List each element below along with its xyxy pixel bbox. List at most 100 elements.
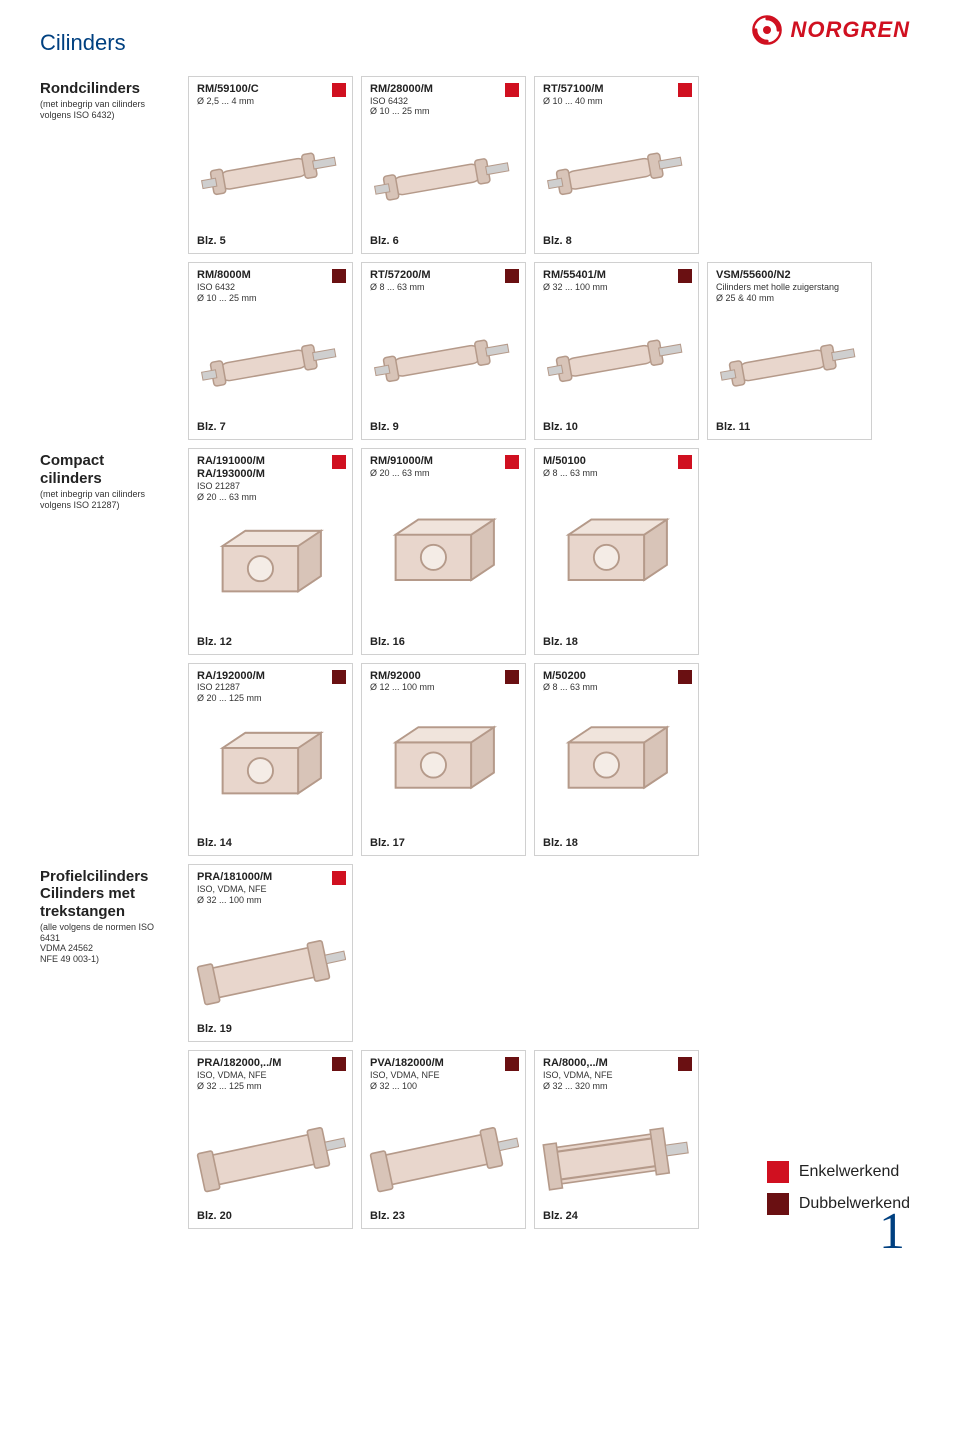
card-spec: ISO, VDMA, NFE: [543, 1070, 690, 1081]
section-label: Profielcilinders Cilinders met trekstang…: [40, 864, 180, 1042]
legend-single-swatch: [767, 1161, 789, 1183]
card-spec: Ø 10 ... 25 mm: [370, 106, 517, 117]
card-row: RA/192000/MISO 21287Ø 20 ... 125 mm Blz. …: [40, 663, 910, 856]
card-row: RM/8000MISO 6432Ø 10 ... 25 mmBlz. 7RT/5…: [40, 262, 910, 440]
card-spec: Ø 20 ... 63 mm: [370, 468, 517, 479]
card-page-ref: Blz. 6: [362, 231, 525, 253]
product-image: [189, 1096, 352, 1206]
card-spec: Ø 8 ... 63 mm: [543, 682, 690, 693]
card-spec: Ø 32 ... 100 mm: [543, 282, 690, 293]
product-card[interactable]: RM/55401/MØ 32 ... 100 mmBlz. 10: [534, 262, 699, 440]
card-header: RM/28000/MISO 6432Ø 10 ... 25 mm: [362, 77, 525, 121]
section-title: Compact cilinders: [40, 452, 170, 487]
card-title: PRA/181000/M: [197, 871, 344, 884]
product-card[interactable]: VSM/55600/N2Cilinders met holle zuigerst…: [707, 262, 872, 440]
product-card[interactable]: M/50100Ø 8 ... 63 mm Blz. 18: [534, 448, 699, 654]
product-card[interactable]: RA/8000,../MISO, VDMA, NFEØ 32 ... 320 m…: [534, 1050, 699, 1228]
card-title: RT/57200/M: [370, 269, 517, 282]
page-number: 1: [879, 1202, 905, 1261]
product-card[interactable]: PRA/181000/MISO, VDMA, NFEØ 32 ... 100 m…: [188, 864, 353, 1042]
product-image: [362, 1096, 525, 1206]
brand-logo: NORGREN: [751, 14, 910, 46]
product-image: [535, 110, 698, 231]
indicator-swatch: [678, 1057, 692, 1071]
product-image: [362, 483, 525, 632]
product-image: [535, 483, 698, 632]
card-title: M/50100: [543, 455, 690, 468]
indicator-swatch: [332, 269, 346, 283]
card-header: RA/192000/MISO 21287Ø 20 ... 125 mm: [189, 664, 352, 708]
indicator-swatch: [332, 1057, 346, 1071]
product-image: [362, 697, 525, 833]
card-spec: ISO 21287: [197, 682, 344, 693]
section-label: [40, 262, 180, 440]
legend-single-label: Enkelwerkend: [799, 1163, 900, 1181]
card-spec: ISO 6432: [370, 96, 517, 107]
card-spec: ISO 21287: [197, 481, 344, 492]
product-card[interactable]: RM/28000/MISO 6432Ø 10 ... 25 mm Blz. 6: [361, 76, 526, 254]
indicator-swatch: [332, 83, 346, 97]
product-card[interactable]: RM/8000MISO 6432Ø 10 ... 25 mmBlz. 7: [188, 262, 353, 440]
indicator-swatch: [505, 1057, 519, 1071]
card-title: RA/192000/M: [197, 670, 344, 683]
card-spec: Ø 32 ... 125 mm: [197, 1081, 344, 1092]
card-spec: Ø 8 ... 63 mm: [543, 468, 690, 479]
product-image: [189, 307, 352, 417]
legend-single: Enkelwerkend: [767, 1161, 910, 1183]
section-subtitle: (alle volgens de normen ISO 6431 VDMA 24…: [40, 922, 170, 965]
indicator-swatch: [678, 455, 692, 469]
brand-name: NORGREN: [791, 17, 910, 43]
card-header: RA/191000/M RA/193000/MISO 21287Ø 20 ...…: [189, 449, 352, 506]
indicator-swatch: [505, 83, 519, 97]
card-spec: Ø 10 ... 25 mm: [197, 293, 344, 304]
product-image: [189, 110, 352, 231]
indicator-swatch: [332, 871, 346, 885]
card-page-ref: Blz. 8: [535, 231, 698, 253]
card-spec: ISO, VDMA, NFE: [197, 884, 344, 895]
card-title: RA/191000/M RA/193000/M: [197, 455, 344, 480]
product-card[interactable]: RM/92000Ø 12 ... 100 mmBlz. 17: [361, 663, 526, 856]
card-page-ref: Blz. 23: [362, 1206, 525, 1228]
product-card[interactable]: RM/59100/CØ 2,5 ... 4 mm Blz. 5: [188, 76, 353, 254]
product-card[interactable]: RA/192000/MISO 21287Ø 20 ... 125 mm Blz. …: [188, 663, 353, 856]
card-page-ref: Blz. 18: [535, 833, 698, 855]
product-card[interactable]: PVA/182000/MISO, VDMA, NFEØ 32 ... 100Bl…: [361, 1050, 526, 1228]
product-card[interactable]: PRA/182000,../MISO, VDMA, NFEØ 32 ... 12…: [188, 1050, 353, 1228]
card-spec: Ø 25 & 40 mm: [716, 293, 863, 304]
norgren-swirl-icon: [751, 14, 783, 46]
card-title: PRA/182000,../M: [197, 1057, 344, 1070]
indicator-swatch: [678, 269, 692, 283]
indicator-swatch: [678, 83, 692, 97]
card-row: Profielcilinders Cilinders met trekstang…: [40, 864, 910, 1042]
product-card[interactable]: M/50200Ø 8 ... 63 mmBlz. 18: [534, 663, 699, 856]
product-card[interactable]: RM/91000/MØ 20 ... 63 mmBlz. 16: [361, 448, 526, 654]
card-header: RT/57100/MØ 10 ... 40 mm: [535, 77, 698, 110]
card-page-ref: Blz. 24: [535, 1206, 698, 1228]
indicator-swatch: [678, 670, 692, 684]
section-subtitle: (met inbegrip van cilinders volgens ISO …: [40, 489, 170, 511]
card-header: RM/59100/CØ 2,5 ... 4 mm: [189, 77, 352, 110]
card-title: RA/8000,../M: [543, 1057, 690, 1070]
indicator-swatch: [332, 670, 346, 684]
card-page-ref: Blz. 14: [189, 833, 352, 855]
section-subtitle: (met inbegrip van cilinders volgens ISO …: [40, 99, 170, 121]
product-card[interactable]: RT/57100/MØ 10 ... 40 mm Blz. 8: [534, 76, 699, 254]
card-page-ref: Blz. 18: [535, 632, 698, 654]
product-card[interactable]: RT/57200/MØ 8 ... 63 mmBlz. 9: [361, 262, 526, 440]
card-spec: Ø 2,5 ... 4 mm: [197, 96, 344, 107]
card-spec: Ø 20 ... 125 mm: [197, 693, 344, 704]
card-page-ref: Blz. 17: [362, 833, 525, 855]
card-spec: Cilinders met holle zuigerstang: [716, 282, 863, 293]
card-title: RM/91000/M: [370, 455, 517, 468]
card-header: RM/55401/MØ 32 ... 100 mm: [535, 263, 698, 296]
product-image: [189, 708, 352, 833]
card-title: RM/92000: [370, 670, 517, 683]
card-spec: ISO, VDMA, NFE: [197, 1070, 344, 1081]
card-title: RM/28000/M: [370, 83, 517, 96]
card-page-ref: Blz. 11: [708, 417, 871, 439]
card-header: VSM/55600/N2Cilinders met holle zuigerst…: [708, 263, 871, 307]
card-page-ref: Blz. 5: [189, 231, 352, 253]
product-image: [189, 506, 352, 631]
indicator-swatch: [505, 670, 519, 684]
product-card[interactable]: RA/191000/M RA/193000/MISO 21287Ø 20 ...…: [188, 448, 353, 654]
